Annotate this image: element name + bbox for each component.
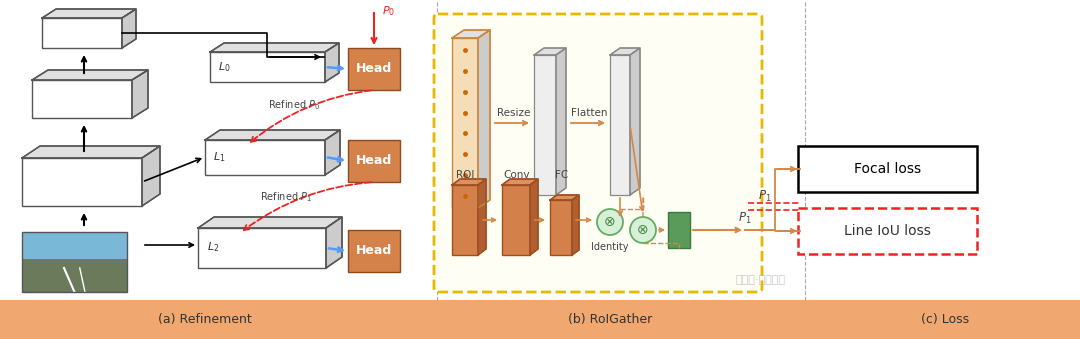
Polygon shape xyxy=(630,48,640,195)
Polygon shape xyxy=(326,217,342,268)
FancyBboxPatch shape xyxy=(610,55,630,195)
Text: Head: Head xyxy=(356,155,392,167)
FancyBboxPatch shape xyxy=(348,48,400,90)
Text: Refined $P_0$: Refined $P_0$ xyxy=(268,98,320,112)
Polygon shape xyxy=(325,43,339,82)
Polygon shape xyxy=(205,130,340,140)
FancyBboxPatch shape xyxy=(550,200,572,255)
Polygon shape xyxy=(572,195,579,255)
Polygon shape xyxy=(42,9,136,18)
Text: (a) Refinement: (a) Refinement xyxy=(159,313,252,326)
FancyBboxPatch shape xyxy=(32,80,132,118)
Text: Resize: Resize xyxy=(497,108,530,118)
Text: $L_0$: $L_0$ xyxy=(218,60,230,74)
Text: Refined $P_1$: Refined $P_1$ xyxy=(260,190,312,204)
Polygon shape xyxy=(141,146,160,206)
FancyBboxPatch shape xyxy=(0,300,1080,339)
Text: (c) Loss: (c) Loss xyxy=(921,313,969,326)
Polygon shape xyxy=(32,70,148,80)
Polygon shape xyxy=(22,146,160,158)
FancyBboxPatch shape xyxy=(42,18,122,48)
FancyBboxPatch shape xyxy=(205,140,325,175)
Polygon shape xyxy=(198,217,342,228)
Polygon shape xyxy=(556,48,566,195)
Polygon shape xyxy=(478,30,490,208)
Text: ⊗: ⊗ xyxy=(637,223,649,237)
Text: Conv: Conv xyxy=(503,170,530,180)
Polygon shape xyxy=(550,195,579,200)
Text: Head: Head xyxy=(356,62,392,76)
Text: Focal loss: Focal loss xyxy=(854,162,921,176)
FancyBboxPatch shape xyxy=(798,146,977,192)
Text: $L_2$: $L_2$ xyxy=(207,240,219,254)
Polygon shape xyxy=(530,179,538,255)
Text: Identity: Identity xyxy=(591,242,629,252)
Text: ROI: ROI xyxy=(456,170,474,180)
FancyBboxPatch shape xyxy=(669,212,690,248)
Text: Flatten: Flatten xyxy=(571,108,607,118)
Text: 公众号·焉知汽车: 公众号·焉知汽车 xyxy=(735,275,785,285)
Text: Head: Head xyxy=(356,244,392,258)
Polygon shape xyxy=(210,43,339,52)
FancyBboxPatch shape xyxy=(534,55,556,195)
Polygon shape xyxy=(325,130,340,175)
Polygon shape xyxy=(453,179,486,185)
FancyBboxPatch shape xyxy=(22,232,127,259)
Text: $L_1$: $L_1$ xyxy=(213,150,226,164)
FancyBboxPatch shape xyxy=(198,228,326,268)
Text: $P_0$: $P_0$ xyxy=(382,4,395,18)
Polygon shape xyxy=(453,30,490,38)
Text: ⊗: ⊗ xyxy=(604,215,616,229)
Polygon shape xyxy=(122,9,136,48)
Polygon shape xyxy=(502,179,538,185)
FancyBboxPatch shape xyxy=(348,140,400,182)
FancyBboxPatch shape xyxy=(22,259,127,292)
Text: Line IoU loss: Line IoU loss xyxy=(845,224,931,238)
Circle shape xyxy=(597,209,623,235)
Text: $P_1$: $P_1$ xyxy=(758,189,771,204)
Polygon shape xyxy=(132,70,148,118)
FancyBboxPatch shape xyxy=(453,185,478,255)
FancyBboxPatch shape xyxy=(453,38,478,208)
FancyBboxPatch shape xyxy=(502,185,530,255)
Circle shape xyxy=(630,217,656,243)
FancyBboxPatch shape xyxy=(22,158,141,206)
Polygon shape xyxy=(478,179,486,255)
FancyBboxPatch shape xyxy=(798,208,977,254)
Text: (b) RoIGather: (b) RoIGather xyxy=(568,313,652,326)
Text: $P_1$: $P_1$ xyxy=(738,211,752,226)
FancyBboxPatch shape xyxy=(210,52,325,82)
Text: FC: FC xyxy=(555,170,569,180)
FancyBboxPatch shape xyxy=(434,14,762,292)
Polygon shape xyxy=(534,48,566,55)
FancyBboxPatch shape xyxy=(348,230,400,272)
Polygon shape xyxy=(610,48,640,55)
